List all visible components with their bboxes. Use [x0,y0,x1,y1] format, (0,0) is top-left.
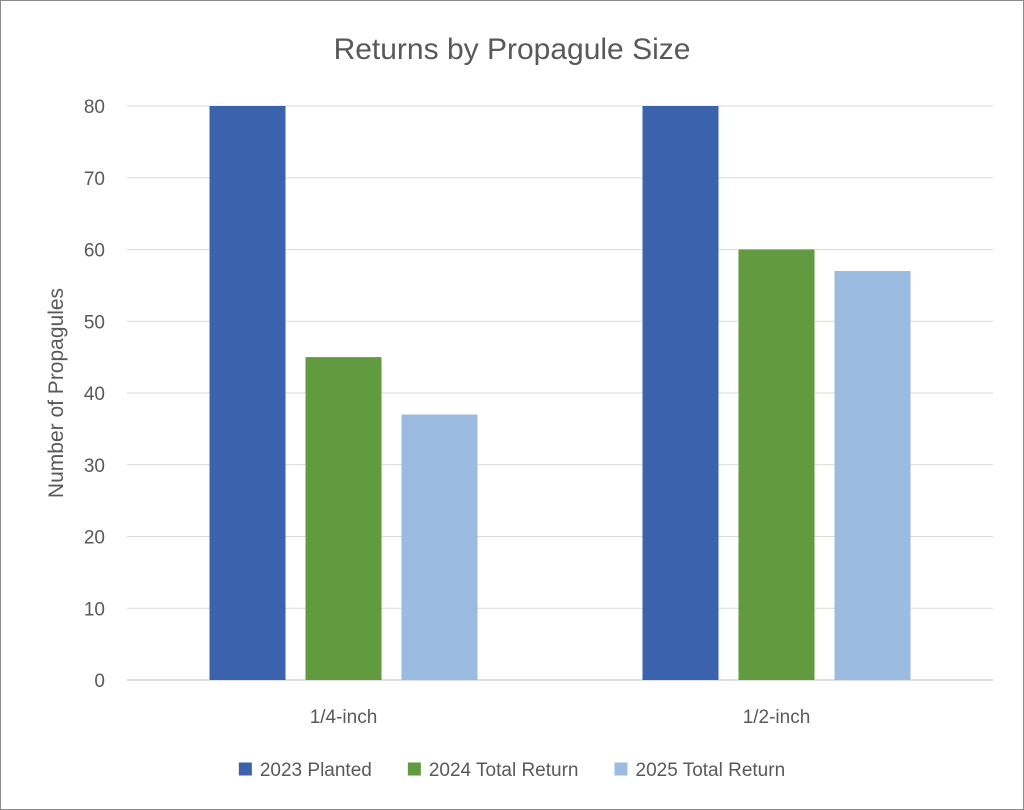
x-tick-labels: 1/4-inch 1/2-inch [310,707,811,728]
legend-swatch [238,762,252,776]
y-tick-label: 80 [84,97,105,118]
legend: 2023 Planted 2024 Total Return 2025 Total … [238,760,786,781]
legend-label: 2023 Planted [260,760,372,781]
bar-2024-total-return-1 [738,249,815,680]
legend-swatch [614,762,628,776]
y-tick-labels: 0 10 20 30 40 50 60 70 80 [84,97,105,692]
y-tick-label: 0 [94,671,105,692]
x-tick-label: 1/4-inch [310,707,378,728]
y-tick-label: 50 [84,312,105,333]
bar-2025-total-return-0 [401,414,478,680]
chart-title: Returns by Propagule Size [334,33,691,66]
legend-label: 2024 Total Return [429,760,579,781]
y-tick-label: 60 [84,241,105,262]
y-tick-label: 20 [84,528,105,549]
y-tick-label: 30 [84,456,105,477]
y-axis-label: Number of Propagules [45,288,68,498]
y-tick-label: 70 [84,169,105,190]
x-tick-label: 1/2-inch [743,707,811,728]
legend-label: 2025 Total Return [636,760,786,781]
bar-2024-total-return-0 [305,357,382,680]
bar-2025-total-return-1 [834,271,911,680]
legend-swatch [407,762,421,776]
y-tick-label: 10 [84,599,105,620]
bar-2023-planted-0 [209,106,286,680]
bars [209,106,911,680]
bar-2023-planted-1 [642,106,719,680]
y-tick-label: 40 [84,384,105,405]
